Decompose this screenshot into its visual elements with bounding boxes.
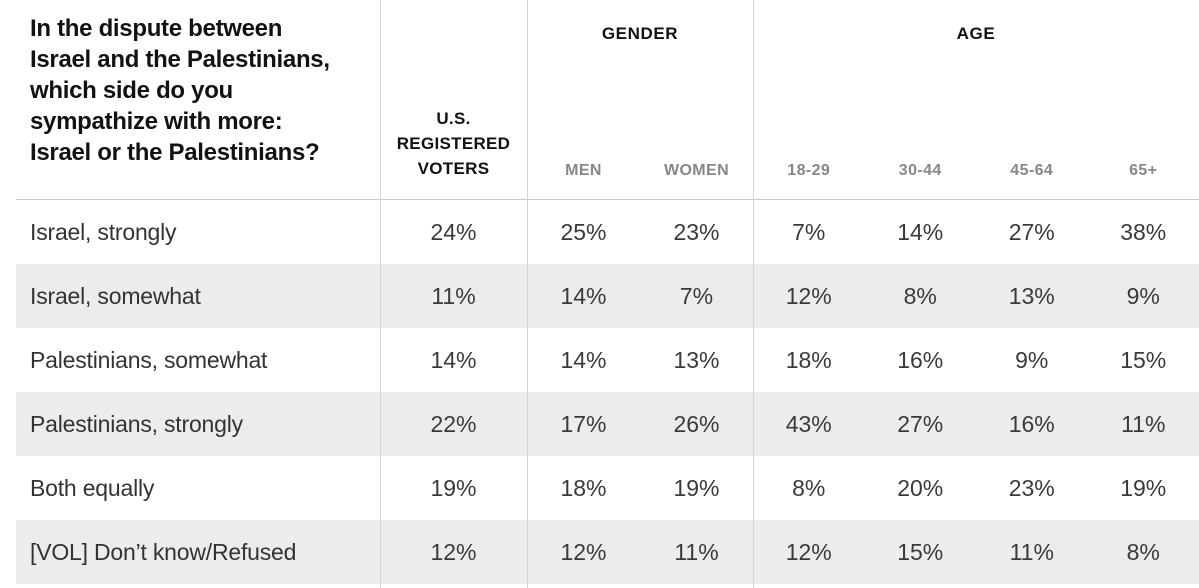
- value-cell: 12%: [560, 538, 607, 565]
- divider-voters-gender: [527, 0, 528, 588]
- value-cell: 23%: [673, 218, 720, 245]
- value-cell: 9%: [1126, 282, 1160, 309]
- age-subcolumns: 18-29 30-44 45-64 65+: [753, 162, 1199, 200]
- value-cell: 16%: [1008, 410, 1055, 437]
- question-line: Israel and the Palestinians,: [30, 46, 330, 73]
- table-row: Israel, strongly 24% 25% 23% 7% 14% 27% …: [0, 200, 1199, 264]
- row-label: Palestinians, strongly: [30, 410, 243, 437]
- table-row: Palestinians, strongly 22% 17% 26% 43% 2…: [0, 392, 1199, 456]
- value-cell: 17%: [560, 410, 607, 437]
- column-header-18-29: 18-29: [787, 162, 831, 179]
- divider-gender-age: [753, 0, 754, 588]
- value-cell: 43%: [785, 410, 832, 437]
- value-cell: 12%: [785, 538, 832, 565]
- divider-question-voters: [380, 0, 381, 588]
- value-cell: 7%: [792, 218, 826, 245]
- question-line: which side do you: [30, 77, 233, 104]
- value-cell: 14%: [560, 282, 607, 309]
- value-cell: 24%: [430, 218, 477, 245]
- value-cell: 11%: [674, 538, 719, 565]
- value-cell: 23%: [1008, 474, 1055, 501]
- table-header: In the dispute between Israel and the Pa…: [0, 0, 1199, 200]
- value-cell: 14%: [560, 346, 607, 373]
- value-cell: 18%: [785, 346, 832, 373]
- voters-column-label: U.S. REGISTERED VOTERS: [396, 109, 511, 178]
- value-cell: 11%: [1009, 538, 1054, 565]
- gender-group-header: GENDER MEN WOMEN: [527, 0, 753, 200]
- value-cell: 27%: [897, 410, 944, 437]
- age-group-label: AGE: [956, 24, 996, 43]
- table-row: Israel, somewhat 11% 14% 7% 12% 8% 13% 9…: [0, 264, 1199, 328]
- value-cell: 14%: [897, 218, 944, 245]
- value-cell: 38%: [1120, 218, 1167, 245]
- voters-column-header: U.S. REGISTERED VOTERS: [380, 0, 527, 200]
- value-cell: 18%: [560, 474, 607, 501]
- question-line: In the dispute between: [30, 15, 283, 42]
- table-body: Israel, strongly 24% 25% 23% 7% 14% 27% …: [0, 200, 1199, 584]
- value-cell: 13%: [673, 346, 720, 373]
- value-cell: 19%: [1120, 474, 1167, 501]
- table-row: [VOL] Don’t know/Refused 12% 12% 11% 12%…: [0, 520, 1199, 584]
- row-label: Palestinians, somewhat: [30, 346, 268, 373]
- value-cell: 16%: [897, 346, 944, 373]
- row-label: Israel, strongly: [30, 218, 177, 245]
- question-line: Israel or the Palestinians?: [30, 139, 320, 166]
- value-cell: 8%: [792, 474, 826, 501]
- question-text: In the dispute between Israel and the Pa…: [0, 0, 380, 200]
- value-cell: 26%: [673, 410, 720, 437]
- value-cell: 7%: [679, 282, 714, 309]
- value-cell: 13%: [1008, 282, 1055, 309]
- column-header-65plus: 65+: [1129, 162, 1158, 179]
- row-label: Israel, somewhat: [30, 282, 201, 309]
- column-header-women: WOMEN: [663, 162, 730, 179]
- gender-group-label: GENDER: [601, 24, 679, 43]
- value-cell: 8%: [1126, 538, 1160, 565]
- column-header-45-64: 45-64: [1010, 162, 1054, 179]
- row-label: [VOL] Don’t know/Refused: [30, 538, 297, 565]
- value-cell: 11%: [431, 282, 476, 309]
- column-header-30-44: 30-44: [898, 162, 942, 179]
- column-header-men: MEN: [565, 162, 602, 179]
- row-label: Both equally: [30, 474, 155, 501]
- age-group-header: AGE 18-29 30-44 45-64 65+: [753, 0, 1199, 200]
- value-cell: 27%: [1008, 218, 1055, 245]
- value-cell: 19%: [673, 474, 720, 501]
- table-row: Palestinians, somewhat 14% 14% 13% 18% 1…: [0, 328, 1199, 392]
- value-cell: 11%: [1121, 410, 1166, 437]
- value-cell: 14%: [430, 346, 477, 373]
- value-cell: 8%: [903, 282, 937, 309]
- value-cell: 19%: [430, 474, 477, 501]
- gender-subcolumns: MEN WOMEN: [527, 162, 753, 200]
- value-cell: 9%: [1015, 346, 1049, 373]
- value-cell: 22%: [430, 410, 477, 437]
- question-line: sympathize with more:: [30, 108, 283, 135]
- value-cell: 12%: [785, 282, 832, 309]
- value-cell: 20%: [897, 474, 944, 501]
- value-cell: 15%: [897, 538, 944, 565]
- table-row: Both equally 19% 18% 19% 8% 20% 23% 19%: [0, 456, 1199, 520]
- value-cell: 15%: [1120, 346, 1167, 373]
- value-cell: 12%: [430, 538, 477, 565]
- value-cell: 25%: [560, 218, 607, 245]
